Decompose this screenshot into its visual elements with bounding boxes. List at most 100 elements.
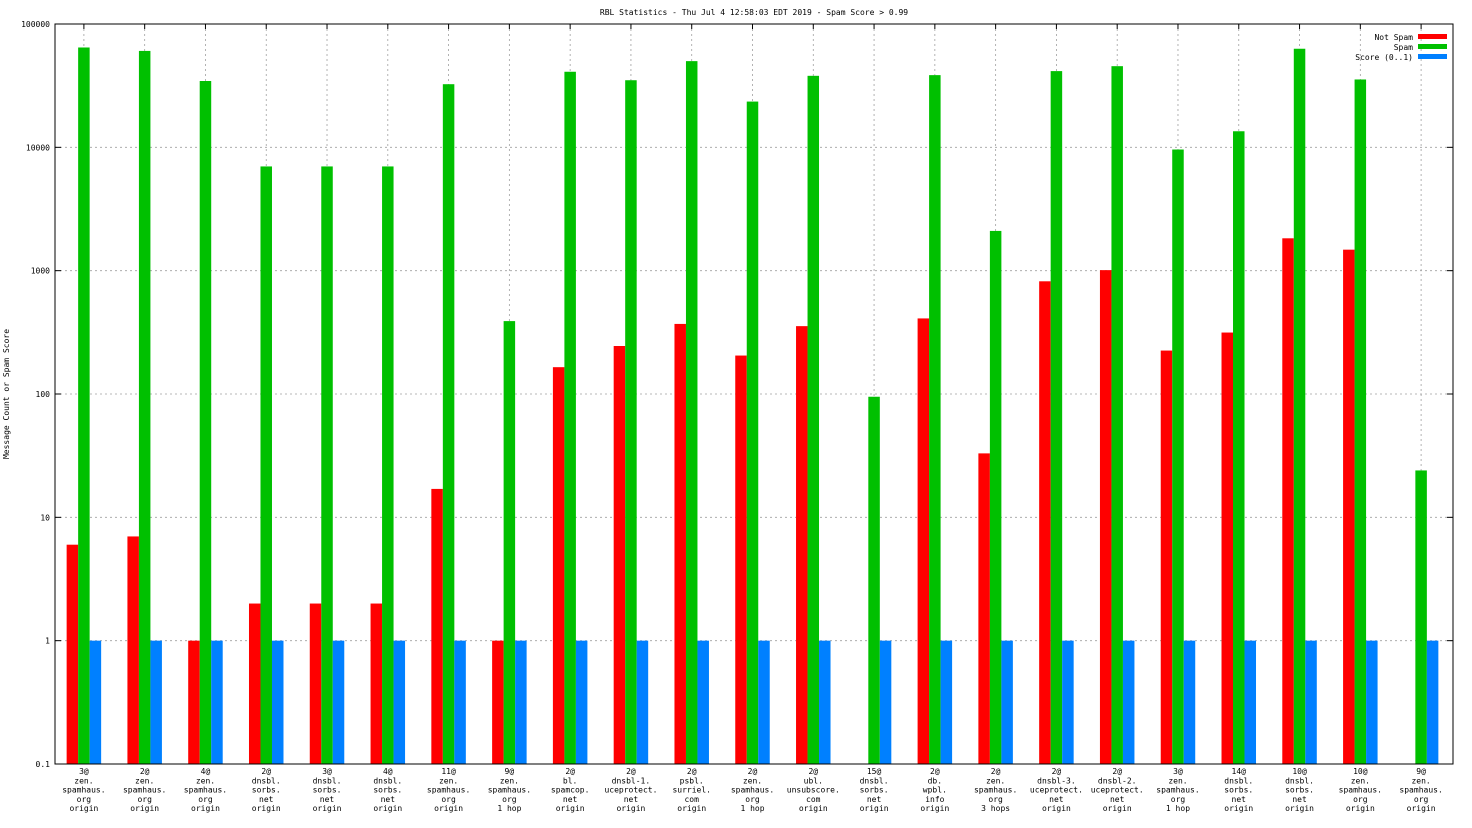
bar-not-spam	[492, 640, 504, 764]
y-axis-label: Message Count or Spam Score	[2, 329, 11, 459]
bar-spam	[1293, 48, 1306, 765]
y-tick-label: 1	[45, 637, 50, 646]
x-tick-label: 2@ dnsbl-3. uceprotect. net origin	[1030, 767, 1083, 813]
bars	[66, 47, 1439, 765]
bar-spam	[138, 50, 151, 765]
bar-spam	[1172, 149, 1184, 764]
bar-not-spam	[796, 326, 808, 764]
bar-spam	[807, 75, 820, 765]
bar-spam	[382, 166, 394, 764]
bar-not-spam	[1343, 249, 1355, 764]
bar-spam	[1111, 66, 1123, 765]
bar-not-spam	[1282, 238, 1294, 764]
bar-spam	[1233, 131, 1245, 764]
x-tick-label: 4@ dnsbl. sorbs. net origin	[373, 767, 402, 813]
bar-score-0-1	[1244, 640, 1257, 764]
x-tick-label: 3@ dnsbl. sorbs. net origin	[313, 767, 342, 813]
bar-score-0-1	[271, 640, 284, 764]
y-tick-label: 1000	[31, 267, 50, 276]
bar-not-spam	[1160, 350, 1173, 764]
bar-not-spam	[1221, 332, 1234, 764]
bar-not-spam	[1039, 281, 1051, 764]
bar-not-spam	[188, 640, 200, 764]
legend-swatch	[1418, 44, 1447, 49]
bar-not-spam	[917, 318, 930, 764]
y-tick-label: 100000	[21, 20, 50, 29]
x-tick-label: 14@ dnsbl. sorbs. net origin	[1224, 767, 1253, 813]
bar-score-0-1	[89, 640, 102, 764]
bar-not-spam	[674, 323, 686, 764]
bar-score-0-1	[1366, 640, 1378, 764]
legend-label: Not Spam	[1374, 33, 1413, 42]
x-tick-label: 10@ dnsbl. sorbs. net origin	[1285, 767, 1314, 813]
bar-score-0-1	[879, 640, 892, 764]
bar-not-spam	[431, 488, 443, 764]
bar-score-0-1	[1001, 640, 1013, 764]
bar-spam	[1415, 470, 1427, 764]
bar-spam	[442, 84, 455, 764]
bar-not-spam	[248, 603, 261, 764]
bar-score-0-1	[393, 640, 406, 764]
bar-spam	[260, 166, 272, 764]
bar-not-spam	[735, 355, 747, 764]
bar-score-0-1	[1062, 640, 1074, 764]
bar-not-spam	[978, 453, 990, 764]
bar-spam	[564, 71, 576, 765]
x-tick-label: 11@ zen. spamhaus. org origin	[427, 767, 470, 813]
bar-spam	[503, 321, 516, 764]
x-tick-label: 2@ ubl. unsubscore. com origin	[787, 767, 840, 813]
bar-not-spam	[127, 536, 139, 764]
bar-not-spam	[370, 603, 383, 764]
x-tick-label: 2@ zen. spamhaus. org 3 hops	[974, 767, 1017, 813]
bar-score-0-1	[758, 640, 770, 764]
bar-score-0-1	[454, 640, 466, 764]
bar-spam	[685, 61, 698, 765]
bar-score-0-1	[1183, 640, 1196, 764]
bar-score-0-1	[1305, 640, 1317, 764]
bar-score-0-1	[515, 640, 527, 764]
x-tick-label: 3@ zen. spamhaus. org origin	[62, 767, 105, 813]
bar-not-spam	[66, 544, 79, 764]
bar-spam	[78, 47, 90, 765]
y-tick-label: 10000	[26, 143, 50, 152]
x-tick-label: 9@ zen. spamhaus. org origin	[1399, 767, 1442, 813]
x-tick-label: 2@ dnsbl-2. uceprotect. net origin	[1091, 767, 1144, 813]
bar-spam	[1354, 79, 1367, 764]
bar-score-0-1	[636, 640, 649, 764]
x-tick-label: 3@ zen. spamhaus. org 1 hop	[1156, 767, 1199, 813]
bar-score-0-1	[697, 640, 709, 764]
plot-border	[54, 23, 1454, 765]
x-tick-label: 9@ zen. spamhaus. org 1 hop	[488, 767, 531, 813]
bar-score-0-1	[940, 640, 953, 764]
bar-score-0-1	[150, 640, 162, 764]
bar-spam	[625, 80, 637, 764]
bar-spam	[1050, 71, 1063, 764]
bar-spam	[929, 75, 941, 764]
bar-spam	[868, 396, 880, 764]
bar-score-0-1	[211, 640, 223, 764]
bar-score-0-1	[1122, 640, 1135, 764]
x-tick-label: 2@ db. wpbl. info origin	[920, 767, 949, 813]
x-tick-label: 10@ zen. spamhaus. org origin	[1339, 767, 1382, 813]
x-tick-label: 2@ psbl. surriel. com origin	[672, 767, 711, 813]
bar-not-spam	[1099, 270, 1112, 764]
bar-score-0-1	[819, 640, 831, 764]
legend-swatch	[1418, 34, 1447, 39]
x-tick-label: 4@ zen. spamhaus. org origin	[184, 767, 227, 813]
bar-spam	[746, 101, 759, 764]
legend-swatch	[1418, 54, 1447, 59]
x-tick-label: 2@ zen. spamhaus. org 1 hop	[731, 767, 774, 813]
x-tick-label: 2@ dnsbl. sorbs. net origin	[252, 767, 281, 813]
legend-label: Spam	[1394, 43, 1413, 52]
bar-score-0-1	[575, 640, 588, 764]
x-tick-labels: 3@ zen. spamhaus. org origin 2@ zen. spamhaus. o…	[62, 767, 1443, 813]
x-tick-label: 2@ dnsbl-1. uceprotect. net origin	[604, 767, 657, 813]
bar-score-0-1	[332, 640, 345, 764]
bar-spam	[199, 81, 212, 764]
y-tick-label: 10	[40, 513, 50, 522]
x-tick-label: 2@ zen. spamhaus. org origin	[123, 767, 166, 813]
bar-not-spam	[309, 603, 322, 764]
bar-spam	[321, 166, 333, 764]
